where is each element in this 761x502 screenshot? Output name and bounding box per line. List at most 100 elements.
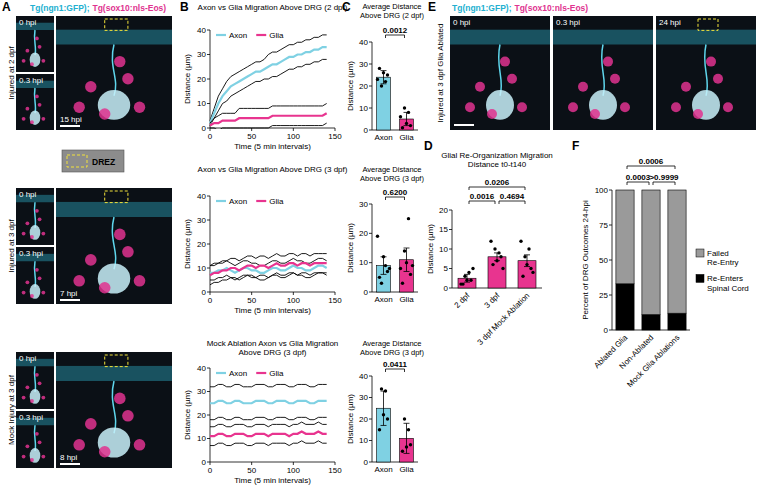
data-point [529, 267, 532, 270]
y-tick [369, 64, 372, 65]
data-point [376, 235, 379, 238]
text-line: Mock Ablation Axon vs Glia Migration [207, 339, 339, 348]
data-point [399, 115, 402, 118]
x-tick-label: 0 [208, 466, 213, 475]
glia-nucleus [681, 82, 691, 92]
glia-nucleus [114, 229, 126, 241]
spinal-cord [450, 30, 550, 45]
y-tick [207, 79, 210, 80]
glia-nucleus [475, 82, 485, 92]
y-tick-label: 40 [359, 38, 368, 47]
data-point [495, 259, 498, 262]
y-tick [369, 204, 372, 205]
glia-nucleus [35, 268, 39, 272]
y-tick [207, 128, 210, 129]
data-point [459, 282, 462, 285]
y-tick [609, 190, 612, 191]
error-band [210, 422, 327, 427]
error-band [210, 273, 327, 280]
glia-nucleus [26, 280, 30, 284]
row-label: Injured at 2 dpf [7, 46, 16, 100]
legend-label: Glia [269, 31, 284, 40]
glia-nucleus [122, 410, 134, 422]
micrograph [553, 16, 653, 130]
axon [34, 88, 35, 113]
error-band [210, 441, 327, 446]
bar-segment [642, 315, 660, 330]
glia-nucleus [30, 294, 34, 298]
frame-label: 0 hpi [19, 354, 37, 363]
comparison-bracket [499, 201, 525, 204]
y-tick-label: 20 [359, 229, 368, 238]
data-point [405, 445, 408, 448]
y-tick [207, 196, 210, 197]
legend-swatch [696, 274, 704, 282]
y-tick-label: 10 [197, 264, 206, 273]
legend-swatch [256, 372, 266, 374]
glia-nucleus [38, 103, 42, 107]
y-axis [372, 204, 373, 292]
glia-nucleus [38, 217, 42, 221]
plot-area [376, 67, 414, 130]
panel-letter: A [2, 0, 11, 14]
glia-nucleus [22, 59, 26, 63]
frame-label: 0.3 hpi [19, 413, 43, 422]
data-point [403, 106, 406, 109]
y-tick-label: 40 [359, 372, 368, 381]
x-tick-label: Glia [399, 295, 414, 304]
data-point [386, 270, 389, 273]
y-tick-label: 20 [359, 82, 368, 91]
glia-nucleus [713, 74, 723, 84]
glia-nucleus [22, 396, 26, 400]
comparison-bracket [386, 197, 405, 200]
comparison-bracket [386, 35, 405, 38]
axon [34, 30, 35, 55]
x-tick [335, 462, 336, 465]
frame-label: 24 hpi [659, 18, 681, 27]
glia-nucleus [26, 444, 30, 448]
glia-nucleus [134, 439, 146, 451]
y-tick-label: 10 [197, 434, 206, 443]
axon [34, 202, 35, 228]
glia-nucleus [26, 49, 30, 53]
header: Tg(sox10:nls-Eos) [92, 3, 166, 13]
frame-label: 0.3 hpi [19, 249, 43, 258]
data-point [465, 279, 468, 282]
data-point [403, 417, 406, 420]
error-band [210, 59, 327, 125]
text-line: Spinal Cord [707, 284, 749, 293]
glia-nucleus [41, 117, 45, 121]
axon [34, 425, 35, 451]
row-label: Mock Injury at 3 dpf [7, 374, 16, 445]
data-point [491, 263, 494, 266]
glia-nucleus [35, 37, 39, 41]
p-value: 0.0206 [485, 178, 510, 187]
y-tick [207, 438, 210, 439]
error-bar [381, 257, 387, 275]
series-line [210, 431, 327, 436]
glia-nucleus [30, 235, 34, 239]
micrograph [16, 247, 54, 304]
x-tick-label: 100 [287, 296, 301, 305]
axon [112, 45, 115, 96]
frame-label: 0 hpi [19, 18, 37, 27]
x-tick-label: 150 [328, 132, 342, 141]
error-bar [404, 423, 410, 453]
y-tick-label: 25 [599, 291, 608, 300]
glia-nucleus [41, 396, 45, 400]
error-band [210, 123, 327, 129]
y-tick-label: 20 [197, 240, 206, 249]
y-tick-label: 40 [197, 26, 206, 35]
glia-nucleus [134, 102, 145, 113]
data-point [380, 387, 383, 390]
y-tick-label: 75 [599, 221, 608, 230]
y-tick-label: 0 [202, 288, 207, 297]
key-box [62, 150, 124, 172]
glia-nucleus [517, 102, 527, 112]
data-point [489, 240, 492, 243]
glia-nucleus [26, 221, 30, 225]
data-point [521, 275, 524, 278]
text-line: Mock Injury at 3 dpf [7, 374, 16, 445]
drg [589, 90, 617, 120]
text-line: Glial Re-Organization Migration [441, 151, 553, 160]
